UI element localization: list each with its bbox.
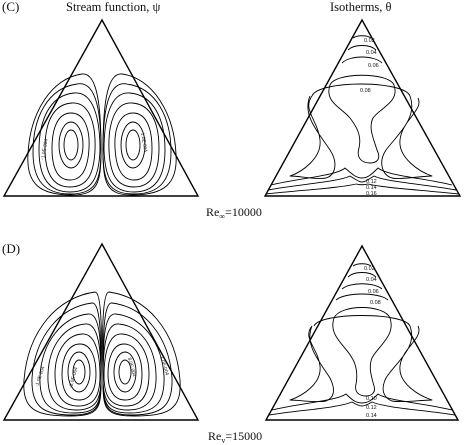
panel-d-isotherm-label-4: 0.08: [370, 300, 381, 306]
stream-function-heading: Stream function, ψ: [66, 0, 160, 14]
panel-c-stream-label-right: 1.0E-004: [139, 132, 148, 153]
panel-c-stream-label-left: -1.0E-004: [40, 138, 50, 160]
isotherms-heading: Isotherms, θ: [330, 0, 392, 14]
panel-c-label: (C): [2, 0, 19, 14]
panel-c-right-cell: [102, 73, 177, 196]
panel-d-right-cell: [102, 291, 181, 417]
panel-c-stream-triangle: [2, 18, 200, 197]
panel-d-stream-label-inner-right: 8.0E-004: [126, 357, 137, 378]
panel-c-isotherm-label-2: 0.04: [366, 50, 377, 56]
panel-c-stream-plot: -1.0E-004 1.0E-004: [2, 18, 200, 197]
panel-c-isotherm-label-6: 0.14: [366, 185, 377, 191]
panel-d-left-cell: [23, 291, 102, 417]
panel-c-isotherm-label-4: 0.08: [360, 88, 371, 94]
panel-d-stream-label-left: -1.0E-004: [34, 365, 46, 387]
panel-c: (C) -1.0: [2, 0, 462, 221]
panel-d-stream-label-right: 1.0E-004: [158, 356, 170, 377]
panel-d-stream-plot: -1.0E-004 1.0E-004 -8.0E-004 8.0E-004: [2, 242, 200, 421]
panel-d-stream-triangle: [2, 242, 200, 421]
panel-d-reynolds: Rev=15000: [208, 429, 262, 445]
panel-d-isotherm-plot: 0.02 0.04 0.06 0.08 0.10 0.12 0.14: [264, 244, 460, 421]
panel-d-isotherm-label-2: 0.04: [366, 277, 377, 283]
panel-d-isotherm-label-7: 0.14: [366, 413, 377, 419]
panel-c-isotherm-label-5: 0.12: [366, 179, 377, 185]
panel-c-isotherm-label-7: 0.16: [366, 191, 377, 197]
panel-d-isotherm-label-6: 0.12: [366, 405, 377, 411]
panel-d: (D): [2, 241, 460, 445]
panel-c-isotherm-plot: 0.02 0.04 0.06 0.08 0.12 0.14 0.16: [263, 18, 462, 197]
panel-d-isotherm-label-3: 0.06: [368, 289, 379, 295]
panel-c-reynolds: Re∞=10000: [206, 205, 262, 221]
panel-d-label: (D): [2, 241, 20, 256]
panel-c-left-cell: [27, 73, 102, 196]
panel-c-isotherm-triangle: [263, 18, 462, 197]
panel-d-isotherm-triangle: [264, 244, 460, 421]
panel-d-isotherm-label-5: 0.10: [366, 396, 377, 402]
panel-c-isotherm-label-1: 0.02: [364, 38, 375, 44]
panel-d-stream-label-inner-left: -8.0E-004: [68, 366, 79, 388]
panel-c-isotherm-label-3: 0.06: [368, 63, 379, 69]
panel-d-isotherm-label-1: 0.02: [364, 266, 375, 272]
